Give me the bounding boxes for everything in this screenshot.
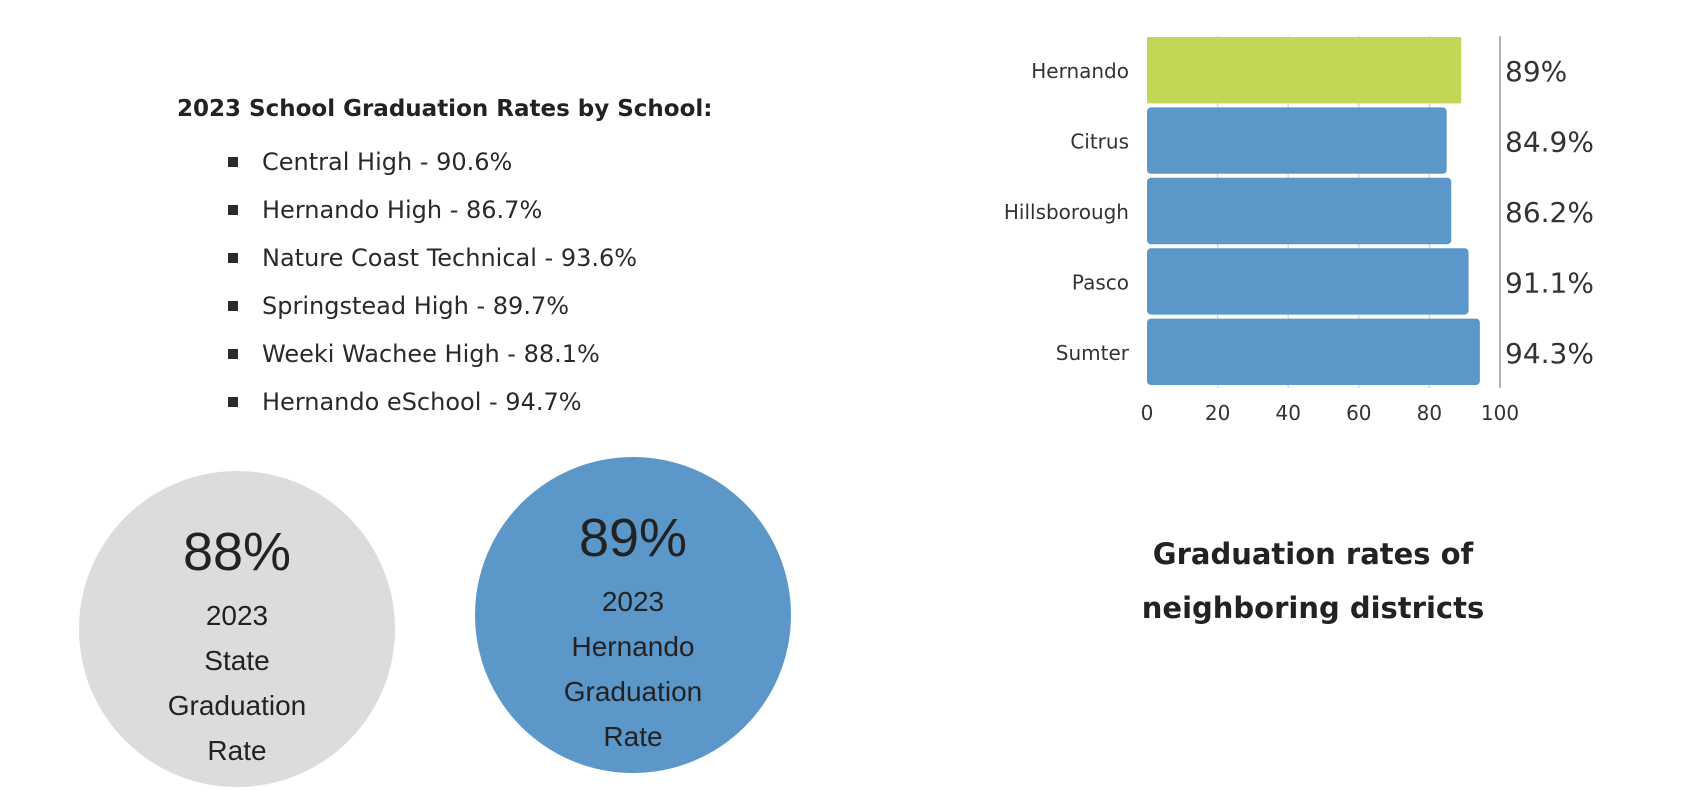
circle-label: 2023	[601, 586, 665, 617]
school-rate: Hernando High - 86.7%	[262, 196, 543, 224]
schools-title: 2023 School Graduation Rates by School:	[177, 96, 713, 122]
square-bullet-icon	[228, 205, 238, 215]
list-item: Hernando eSchool - 94.7%	[228, 378, 637, 426]
circle-label: Rate	[603, 721, 663, 752]
school-rate: Central High - 90.6%	[262, 148, 513, 176]
data-label: 86.2%	[1505, 196, 1594, 229]
x-tick-label: 80	[1417, 401, 1442, 425]
bar-sumter	[1147, 318, 1480, 385]
circle-label: Graduation	[563, 676, 703, 707]
x-tick-label: 100	[1481, 401, 1519, 425]
circle-label: 2023	[205, 600, 269, 631]
bar-hillsborough	[1147, 177, 1452, 245]
square-bullet-icon	[228, 349, 238, 359]
x-tick-label: 0	[1141, 401, 1154, 425]
school-rate: Nature Coast Technical - 93.6%	[262, 244, 638, 272]
school-rate: Springstead High - 89.7%	[262, 292, 570, 320]
schools-list: Central High - 90.6% Hernando High - 86.…	[228, 138, 637, 426]
hernando-rate-circle: 89% 2023 Hernando Graduation Rate	[475, 457, 791, 773]
list-item: Central High - 90.6%	[228, 138, 637, 186]
circle-label: Rate	[207, 735, 267, 766]
circle-label: State	[204, 645, 270, 676]
square-bullet-icon	[228, 301, 238, 311]
x-tick-label: 20	[1205, 401, 1230, 425]
data-label: 94.3%	[1505, 337, 1594, 370]
state-rate-value: 88%	[182, 522, 292, 582]
school-rate: Weeki Wachee High - 88.1%	[262, 340, 600, 368]
circle-label: Graduation	[167, 690, 307, 721]
square-bullet-icon	[228, 397, 238, 407]
category-label: Sumter	[1056, 341, 1130, 365]
hernando-rate-value: 89%	[578, 508, 688, 568]
list-item: Nature Coast Technical - 93.6%	[228, 234, 637, 282]
state-rate-circle: 88% 2023 State Graduation Rate	[79, 471, 395, 787]
chart-title-line: Graduation rates of	[1152, 537, 1474, 571]
category-label: Hernando	[1031, 59, 1129, 83]
list-item: Weeki Wachee High - 88.1%	[228, 330, 637, 378]
list-item: Springstead High - 89.7%	[228, 282, 637, 330]
category-label: Citrus	[1070, 130, 1129, 154]
list-item: Hernando High - 86.7%	[228, 186, 637, 234]
category-label: Hillsborough	[1004, 200, 1129, 224]
district-bar-chart: 0 20 40 60 80 100 Hernando 89% Citrus 84.9% Hillsb…	[1004, 36, 1594, 425]
bar-citrus	[1147, 107, 1447, 174]
school-rate: Hernando eSchool - 94.7%	[262, 388, 582, 416]
bar-hernando	[1147, 37, 1462, 104]
chart-title-line: neighboring districts	[1141, 591, 1485, 625]
circle-label: Hernando	[571, 631, 695, 662]
x-tick-label: 40	[1275, 401, 1300, 425]
category-label: Pasco	[1072, 270, 1129, 294]
data-label: 91.1%	[1505, 266, 1594, 299]
bar-pasco	[1147, 248, 1469, 315]
square-bullet-icon	[228, 253, 238, 263]
x-tick-label: 60	[1346, 401, 1371, 425]
data-label: 84.9%	[1505, 126, 1594, 159]
chart-title: Graduation rates of neighboring district…	[1080, 527, 1546, 635]
data-label: 89%	[1505, 55, 1567, 88]
square-bullet-icon	[228, 157, 238, 167]
